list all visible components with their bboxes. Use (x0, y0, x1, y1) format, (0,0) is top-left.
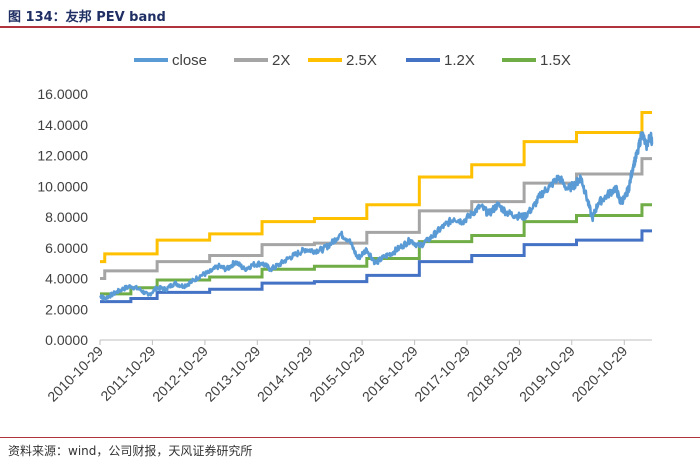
y-axis: 0.0000 2.0000 4.0000 6.0000 8.0000 10.0000 12.… (37, 86, 88, 348)
y-tick-label: 10.0000 (37, 178, 88, 194)
band-line-1-5x (100, 203, 652, 296)
y-tick-label: 14.0000 (37, 117, 88, 133)
source-divider (0, 437, 700, 438)
close-series (99, 131, 654, 302)
x-tick-label: 2016-10-29 (359, 343, 421, 405)
x-tick-label: 2013-10-29 (201, 343, 263, 405)
title-divider (0, 26, 700, 28)
figure-title: 图 134：友邦 PEV band (8, 10, 166, 25)
x-tick-label: 2014-10-29 (254, 343, 316, 405)
x-tick-label: 2019-10-29 (516, 343, 578, 405)
x-tick-label: 2010-10-29 (44, 343, 106, 405)
x-tick-label: 2012-10-29 (149, 343, 211, 405)
chart-legend: close 2X 2.5X 1.2X 1.5X (134, 52, 571, 69)
band-line-1-2x (100, 229, 652, 304)
legend-label: 2X (272, 52, 290, 69)
y-tick-label: 0.0000 (45, 332, 88, 348)
legend-label: 2.5X (346, 52, 377, 69)
x-tick-label: 2017-10-29 (411, 343, 473, 405)
y-tick-label: 6.0000 (45, 240, 88, 256)
y-tick-label: 12.0000 (37, 148, 88, 164)
band-line-2-5x (100, 110, 652, 264)
band-lines (100, 110, 652, 304)
source-note: 资料来源：wind，公司财报，天风证券研究所 (8, 444, 253, 458)
y-tick-label: 8.0000 (45, 209, 88, 225)
x-tick-label: 2020-10-29 (568, 343, 630, 405)
legend-label: 1.2X (444, 52, 475, 69)
legend-label: 1.5X (540, 52, 571, 69)
y-tick-label: 2.0000 (45, 301, 88, 317)
series-line-close (99, 131, 654, 302)
y-tick-label: 4.0000 (45, 271, 88, 287)
x-axis: 2010-10-292011-10-292012-10-292013-10-29… (44, 339, 652, 405)
legend-label: close (172, 52, 207, 69)
y-tick-label: 16.0000 (37, 86, 88, 102)
x-tick-label: 2018-10-29 (464, 343, 526, 405)
x-tick-label: 2015-10-29 (306, 343, 368, 405)
